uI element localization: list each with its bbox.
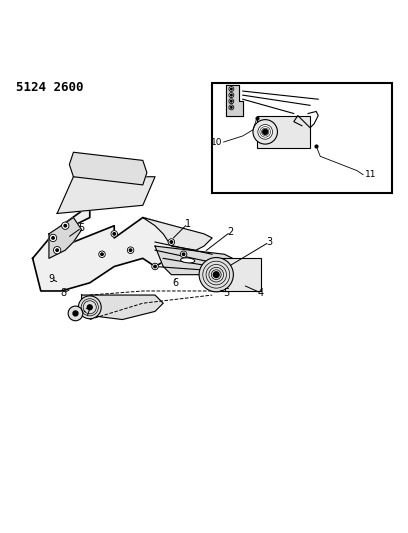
Circle shape (253, 119, 277, 144)
Polygon shape (33, 205, 184, 291)
Circle shape (199, 257, 233, 292)
Circle shape (154, 265, 156, 268)
Text: 4: 4 (258, 288, 264, 298)
Text: 5: 5 (223, 288, 230, 298)
Circle shape (68, 306, 83, 321)
Bar (212, 259, 261, 291)
Circle shape (127, 247, 134, 254)
Circle shape (231, 107, 232, 108)
Circle shape (99, 251, 105, 257)
Text: 6: 6 (172, 278, 179, 288)
Circle shape (129, 249, 132, 252)
Text: 2: 2 (227, 227, 234, 237)
Polygon shape (69, 152, 147, 185)
Text: 7: 7 (84, 309, 91, 318)
Circle shape (170, 241, 173, 243)
Circle shape (113, 232, 115, 235)
Text: 8: 8 (60, 288, 67, 298)
Circle shape (168, 239, 175, 245)
Polygon shape (57, 177, 155, 213)
Circle shape (229, 105, 234, 110)
Polygon shape (155, 246, 233, 274)
Bar (212, 83, 392, 193)
Circle shape (213, 272, 219, 278)
Polygon shape (226, 85, 243, 116)
Circle shape (87, 305, 92, 310)
Circle shape (78, 296, 101, 319)
Text: 1: 1 (184, 219, 191, 229)
Circle shape (182, 253, 185, 255)
Ellipse shape (181, 258, 195, 263)
Circle shape (229, 93, 234, 98)
Text: 10: 10 (211, 138, 222, 147)
Text: 3: 3 (266, 237, 273, 247)
Circle shape (229, 99, 234, 104)
Circle shape (231, 100, 232, 102)
Polygon shape (143, 217, 212, 250)
Circle shape (53, 246, 61, 254)
Polygon shape (82, 295, 163, 320)
Circle shape (52, 237, 54, 239)
Circle shape (258, 125, 273, 139)
Bar (257, 116, 310, 148)
Circle shape (49, 235, 57, 241)
Polygon shape (49, 217, 82, 259)
Circle shape (180, 251, 187, 257)
Circle shape (263, 130, 268, 134)
Circle shape (231, 88, 232, 90)
Text: 5: 5 (78, 223, 85, 233)
Circle shape (231, 94, 232, 96)
Circle shape (56, 249, 58, 252)
Text: 5124 2600: 5124 2600 (16, 81, 84, 94)
Text: 9: 9 (48, 274, 54, 284)
Circle shape (62, 222, 69, 229)
Text: 11: 11 (365, 170, 377, 179)
Circle shape (64, 224, 67, 227)
Circle shape (229, 86, 234, 92)
Circle shape (101, 253, 103, 255)
Circle shape (73, 311, 78, 316)
Circle shape (152, 263, 158, 270)
Circle shape (111, 231, 118, 237)
